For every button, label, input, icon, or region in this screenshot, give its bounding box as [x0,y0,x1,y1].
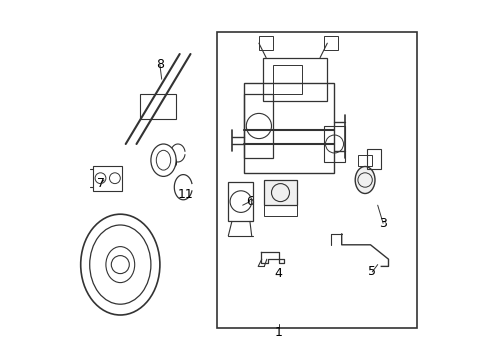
Ellipse shape [81,214,160,315]
Text: 4: 4 [274,267,282,280]
Text: 11: 11 [177,188,193,201]
Text: 5: 5 [367,265,376,278]
Ellipse shape [354,166,374,194]
Bar [244,83,334,173]
Text: 7: 7 [96,177,104,190]
Bar [273,65,302,94]
Text: 3: 3 [378,217,386,230]
Bar [244,94,273,158]
Bar [217,32,416,328]
Bar [258,36,273,50]
Ellipse shape [151,144,176,176]
Bar [93,166,122,191]
Bar [264,180,296,205]
Text: 10: 10 [163,157,178,170]
Bar [228,182,253,221]
Bar [357,155,371,166]
Bar [366,149,381,169]
Text: 9: 9 [116,296,124,309]
Text: 1: 1 [274,327,282,339]
Text: 2: 2 [267,184,275,197]
Bar [323,126,345,162]
Text: 8: 8 [156,58,163,71]
Bar [262,58,326,101]
Bar [323,36,337,50]
Bar [264,205,296,216]
Bar [140,94,176,119]
Text: 6: 6 [245,195,253,208]
